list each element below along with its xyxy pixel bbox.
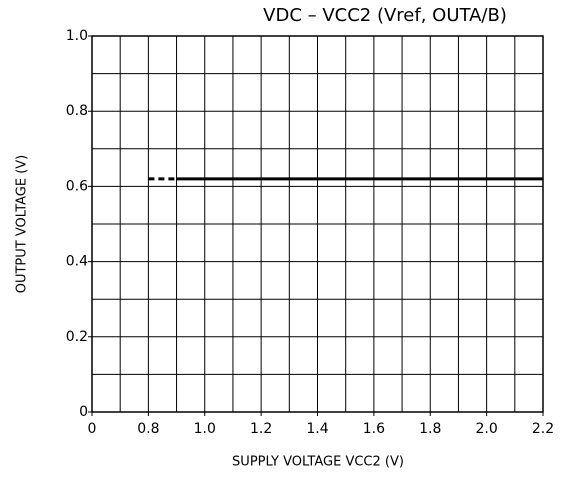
x-tick-label: 1.6 [363,421,385,437]
y-tick-label: 0.4 [66,254,88,270]
plot-frame [91,35,544,413]
x-axis-label: SUPPLY VOLTAGE VCC2 (V) [232,455,404,470]
x-tick-label: 1.4 [306,421,328,437]
x-tick-label: 0 [88,421,97,437]
x-tick-label: 1.8 [419,421,441,437]
x-tick-label: 2.2 [532,421,554,437]
y-tick-label: 0 [79,404,88,420]
x-tick-label: 2.0 [475,421,497,437]
x-tick-label: 1.0 [194,421,216,437]
x-tick-label: 1.2 [250,421,272,437]
y-tick-label: 0.6 [66,178,88,194]
y-axis-label: OUTPUT VOLTAGE (V) [15,155,30,294]
y-tick-label: 0.2 [66,329,88,345]
x-tick-label: 0.8 [137,421,159,437]
chart-title: VDC – VCC2 (Vref, OUTA/B) [263,5,507,26]
y-tick-label: 1.0 [66,28,88,44]
y-tick-label: 0.8 [66,103,88,119]
